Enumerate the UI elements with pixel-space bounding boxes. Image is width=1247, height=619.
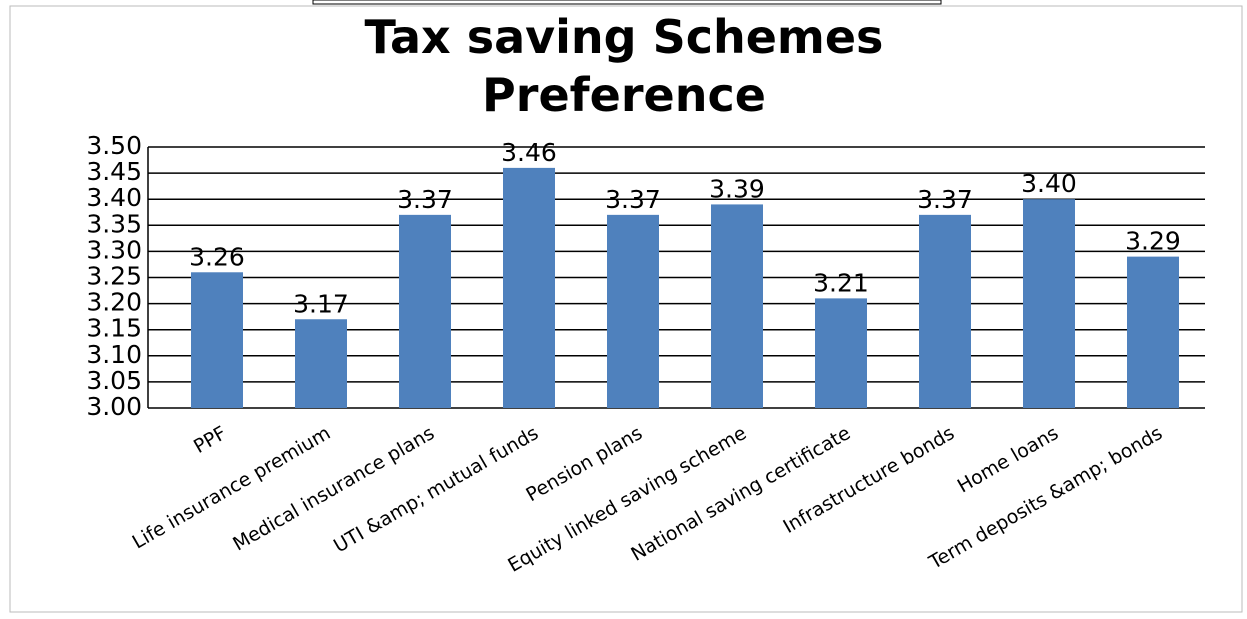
bar <box>399 215 451 408</box>
bar <box>607 215 659 408</box>
x-tick-label: UTI &amp; mutual funds <box>330 422 542 557</box>
x-tick-label: Infrastructure bonds <box>779 422 958 538</box>
bar <box>1023 199 1075 408</box>
value-label: 3.29 <box>1125 227 1181 256</box>
bar <box>191 272 243 408</box>
y-tick-label: 3.30 <box>86 235 142 264</box>
y-tick-label: 3.20 <box>86 288 142 317</box>
top-strip <box>313 0 941 4</box>
y-tick-label: 3.35 <box>86 209 142 238</box>
value-label: 3.37 <box>605 185 661 214</box>
value-label: 3.21 <box>813 268 869 297</box>
y-tick-label: 3.15 <box>86 314 142 343</box>
bar <box>711 204 763 408</box>
bar <box>295 319 347 408</box>
y-tick-label: 3.10 <box>86 340 142 369</box>
page: 3.003.053.103.153.203.253.303.353.403.45… <box>0 0 1247 619</box>
x-tick-label: Life insurance premium <box>129 422 335 553</box>
value-label: 3.46 <box>501 138 557 167</box>
x-tick-label: PPF <box>190 422 230 458</box>
value-label: 3.37 <box>397 185 453 214</box>
y-tick-label: 3.50 <box>86 131 142 160</box>
y-tick-label: 3.40 <box>86 183 142 212</box>
y-tick-label: 3.25 <box>86 262 142 291</box>
y-tick-label: 3.05 <box>86 366 142 395</box>
value-label: 3.26 <box>189 242 245 271</box>
bar <box>1127 257 1179 408</box>
y-tick-label: 3.00 <box>86 392 142 421</box>
value-label: 3.39 <box>709 174 765 203</box>
value-label: 3.37 <box>917 185 973 214</box>
y-tick-label: 3.45 <box>86 157 142 186</box>
value-label: 3.40 <box>1021 169 1077 198</box>
value-label: 3.17 <box>293 289 349 318</box>
bar <box>815 298 867 408</box>
chart-title: Tax saving Schemes Preference <box>234 8 1014 124</box>
bar <box>919 215 971 408</box>
bar <box>503 168 555 408</box>
